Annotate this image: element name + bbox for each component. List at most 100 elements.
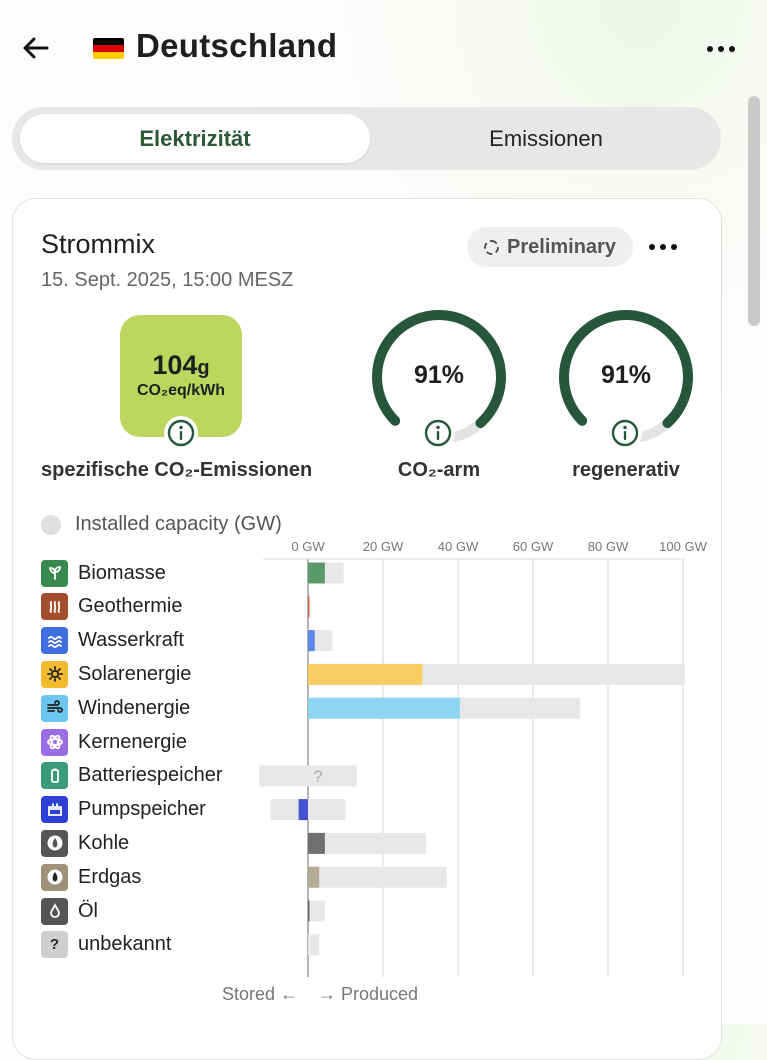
info-icon — [424, 419, 452, 447]
source-row[interactable]: Erdgas — [41, 862, 141, 892]
co2-info-button[interactable] — [164, 416, 198, 450]
renewable-gauge-fill — [559, 310, 693, 429]
source-row[interactable]: Öl — [41, 896, 98, 926]
production-chart: Biomasse Geothermie Wasserkraft Solarenergi… — [13, 529, 721, 1009]
source-label: unbekannt — [78, 933, 172, 956]
question-icon: ? — [41, 931, 68, 959]
tab-elektrizitaet[interactable]: Elektrizität — [20, 114, 370, 163]
capacity-bar — [308, 765, 357, 787]
x-tick-label: 40 GW — [438, 539, 479, 554]
source-label: Biomasse — [78, 561, 166, 584]
gas-flame-icon — [41, 863, 68, 891]
renewable-gauge-ring — [559, 310, 693, 442]
low-carbon-gauge-ring — [372, 310, 506, 442]
flag-stripe-red — [93, 45, 124, 52]
sun-icon — [41, 660, 68, 688]
scrollbar[interactable] — [748, 96, 760, 326]
source-row[interactable]: Pumpspeicher — [41, 795, 206, 825]
x-tick-label: 60 GW — [513, 539, 554, 554]
source-row[interactable]: Solarenergie — [41, 659, 191, 689]
source-row[interactable]: ? unbekannt — [41, 930, 171, 960]
capacity-bar — [308, 900, 325, 922]
card-more-button[interactable] — [641, 229, 685, 265]
source-row[interactable]: Windenergie — [41, 693, 190, 723]
sprout-icon — [41, 559, 68, 587]
production-bar[interactable] — [308, 596, 310, 618]
low-carbon-label: CO₂-arm — [397, 459, 481, 481]
production-bar[interactable] — [308, 900, 310, 922]
back-button[interactable] — [18, 30, 54, 66]
production-bar[interactable] — [308, 697, 460, 719]
card-timestamp: 15. Sept. 2025, 15:00 MESZ — [41, 269, 294, 291]
capacity-bar — [308, 866, 447, 888]
installed-capacity-label: Installed capacity (GW) — [75, 513, 282, 535]
production-bar[interactable] — [308, 663, 423, 685]
source-label: Wasserkraft — [78, 629, 184, 652]
production-bar[interactable] — [308, 866, 320, 888]
low-carbon-gauge-fill — [372, 310, 506, 429]
coal-icon — [41, 829, 68, 857]
production-bar[interactable] — [308, 630, 315, 652]
more-horizontal-icon — [649, 244, 677, 250]
stored-axis-label: Stored ← — [222, 984, 298, 1004]
oil-drop-icon — [41, 897, 68, 925]
info-icon — [611, 419, 639, 447]
source-row[interactable]: Wasserkraft — [41, 626, 184, 656]
atom-icon — [41, 728, 68, 756]
source-label: Erdgas — [78, 865, 142, 888]
installed-capacity-toggle[interactable]: Installed capacity (GW) — [41, 513, 282, 536]
battery-icon — [41, 762, 68, 790]
source-label: Windenergie — [78, 696, 191, 719]
renewable-value: 91% — [600, 361, 652, 389]
info-icon — [167, 419, 195, 447]
top-bar: Deutschland — [0, 0, 767, 100]
tab-emissionen[interactable]: Emissionen — [489, 125, 603, 151]
flag-stripe-gold — [93, 52, 124, 59]
renewable-label: regenerativ — [572, 459, 680, 481]
preliminary-badge[interactable]: Preliminary — [467, 227, 633, 267]
co2-intensity-number: 104 — [152, 350, 198, 380]
legend-dot-icon — [41, 514, 61, 535]
source-row[interactable]: Kohle — [41, 828, 129, 858]
source-label: Batteriespeicher — [78, 764, 223, 787]
source-label: Pumpspeicher — [78, 798, 206, 821]
electricity-mix-card: Strommix 15. Sept. 2025, 15:00 MESZ Prel… — [12, 198, 722, 1060]
renewable-info-button[interactable] — [608, 416, 642, 450]
tab-switcher: Elektrizität Emissionen — [12, 107, 721, 170]
produced-axis-label: → Produced — [318, 984, 418, 1004]
production-bar[interactable] — [308, 832, 325, 854]
low-carbon-gauge: 91% — [369, 307, 509, 447]
x-tick-label: 0 GW — [291, 539, 325, 554]
source-label: Kohle — [78, 831, 130, 854]
arrow-left-icon — [23, 37, 49, 59]
badge-label: Preliminary — [507, 235, 616, 258]
source-row[interactable]: Kernenergie — [41, 727, 187, 757]
source-row[interactable]: Biomasse — [41, 558, 166, 588]
source-row[interactable]: Geothermie — [41, 592, 183, 622]
pump-storage-icon — [41, 796, 68, 824]
low-carbon-value: 91% — [413, 361, 465, 389]
source-row[interactable]: Batteriespeicher — [41, 761, 223, 791]
co2-intensity-unit: CO₂eq/kWh — [137, 382, 225, 399]
storage-bar[interactable] — [298, 799, 308, 821]
x-tick-label: 100 GW — [659, 539, 707, 554]
page-title: Deutschland — [136, 27, 338, 64]
co2-intensity-label: spezifische CO₂-Emissionen — [41, 459, 313, 481]
capacity-bar — [308, 934, 320, 956]
co2-intensity-value-unit: g — [197, 357, 210, 379]
source-label: Kernenergie — [78, 730, 187, 753]
unknown-mark: ? — [313, 767, 322, 786]
production-bar[interactable] — [308, 562, 325, 584]
dashed-circle-icon — [484, 239, 500, 255]
production-bars: 0 GW 20 GW 40 GW 60 GW 80 GW 100 GW? Stored ← →… — [222, 539, 708, 1004]
more-options-button[interactable] — [700, 33, 742, 65]
x-tick-label: 20 GW — [363, 539, 404, 554]
capacity-bar — [308, 832, 427, 854]
low-carbon-info-button[interactable] — [421, 416, 455, 450]
x-tick-label: 80 GW — [588, 539, 629, 554]
source-label: Öl — [78, 899, 98, 922]
source-label: Solarenergie — [78, 662, 192, 685]
stored-capacity-bar — [259, 765, 308, 787]
flag-stripe-black — [93, 38, 124, 45]
heat-icon — [41, 593, 68, 621]
